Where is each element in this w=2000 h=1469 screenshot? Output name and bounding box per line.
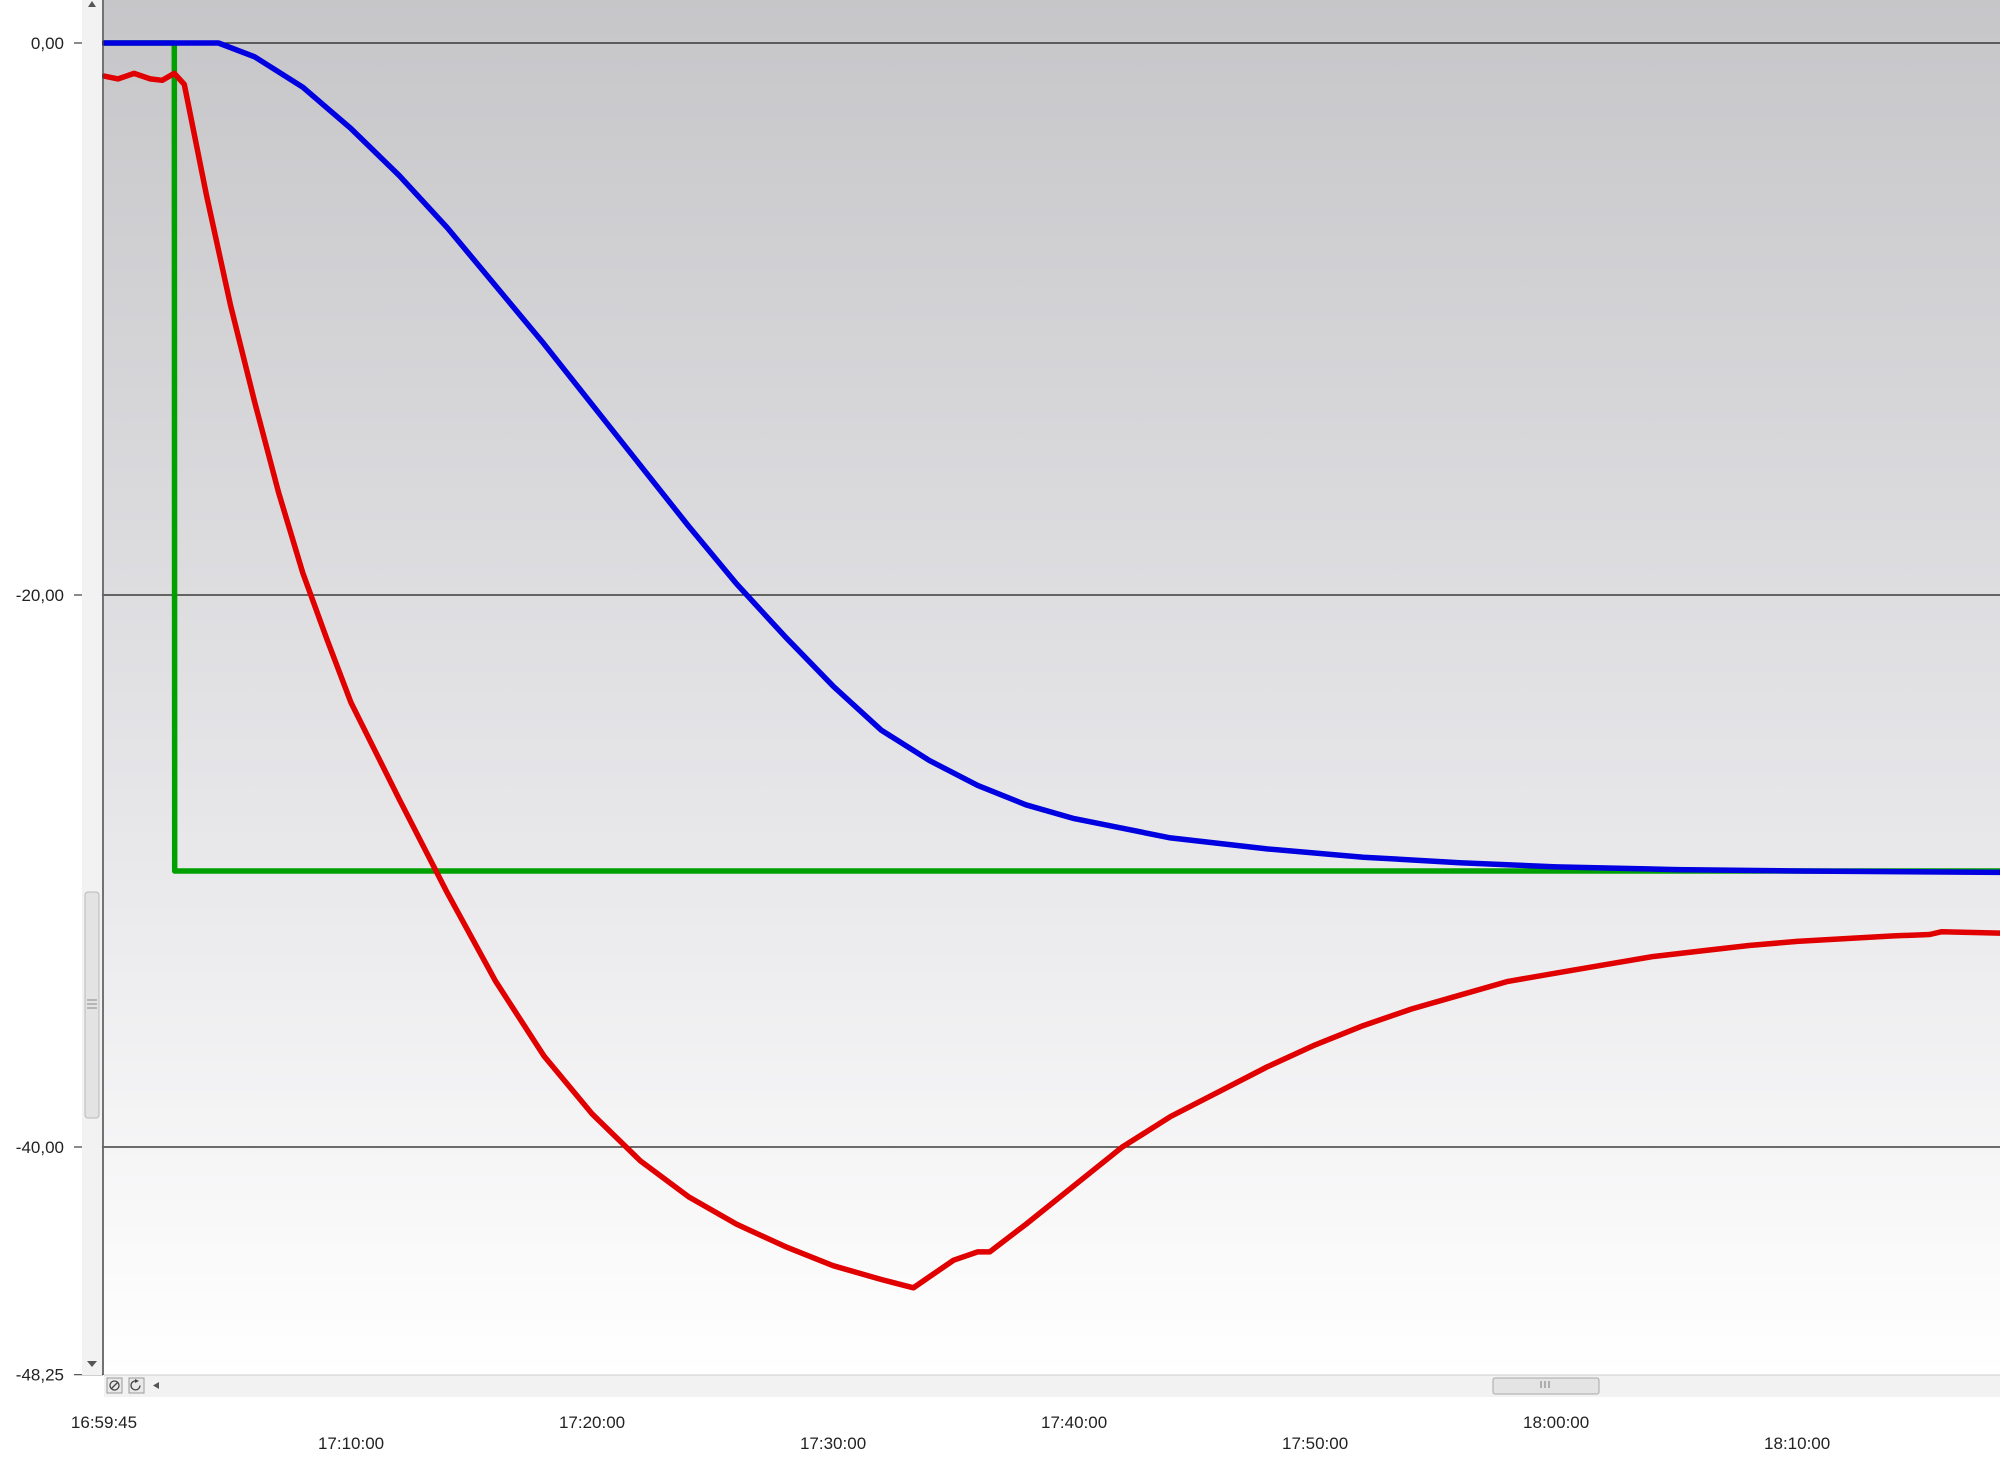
x-tick-label: 17:20:00 (559, 1413, 625, 1432)
x-tick-label: 18:00:00 (1523, 1413, 1589, 1432)
series-line-2 (101, 40, 2000, 876)
x-axis-ticks: 16:59:45 17:10:00 17:20:00 17:30:00 17:40:00… (71, 1413, 1830, 1453)
x-tick-label: 17:40:00 (1041, 1413, 1107, 1432)
series-lines (101, 40, 2000, 1291)
y-tick-label: -40,00 (16, 1138, 64, 1157)
y-tick-label: 0,00 (31, 34, 64, 53)
x-tick-label: 16:59:45 (71, 1413, 137, 1432)
x-scrollbar-thumb[interactable] (1492, 1377, 1600, 1395)
x-scrollbar-grip-icon (1540, 1381, 1550, 1388)
scroll-up-arrow-icon[interactable] (88, 1, 96, 7)
x-tick-label: 17:30:00 (800, 1434, 866, 1453)
series-line-3 (101, 70, 2000, 1291)
y-axis-ticks: 0,00 -20,00 -40,00 -48,25 (16, 34, 103, 1385)
y-scrollbar-track[interactable] (82, 0, 102, 1375)
x-scrollbar-track[interactable] (104, 1375, 2000, 1397)
y-tick-label: -20,00 (16, 586, 64, 605)
scroll-down-arrow-icon[interactable] (87, 1361, 97, 1367)
x-tick-label: 17:10:00 (318, 1434, 384, 1453)
scroll-left-arrow-icon[interactable] (153, 1382, 159, 1389)
y-scrollbar-thumb[interactable] (84, 891, 100, 1119)
zoom-reset-icon[interactable] (106, 1377, 123, 1394)
y-scrollbar[interactable] (82, 0, 102, 1375)
plot-area (104, 0, 2000, 1375)
gridlines (104, 42, 2000, 1148)
y-scrollbar-grip-icon (87, 999, 97, 1009)
refresh-icon[interactable] (128, 1377, 145, 1394)
x-tick-label: 17:50:00 (1282, 1434, 1348, 1453)
y-tick-label: -48,25 (16, 1366, 64, 1385)
x-tick-label: 18:10:00 (1764, 1434, 1830, 1453)
